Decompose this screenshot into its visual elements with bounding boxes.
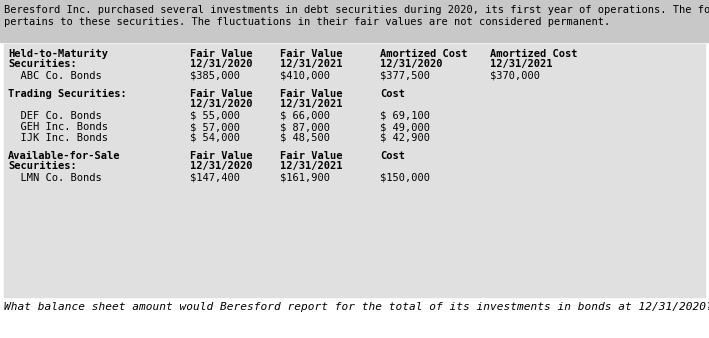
Bar <box>4 293 705 297</box>
Text: ABC Co. Bonds: ABC Co. Bonds <box>8 71 102 81</box>
Text: $ 55,000: $ 55,000 <box>190 111 240 121</box>
Text: $385,000: $385,000 <box>190 71 240 81</box>
Text: Fair Value: Fair Value <box>280 89 342 99</box>
Text: $ 48,500: $ 48,500 <box>280 133 330 143</box>
Text: Securities:: Securities: <box>8 161 77 171</box>
Text: Fair Value: Fair Value <box>190 49 252 59</box>
Text: $ 49,000: $ 49,000 <box>380 122 430 132</box>
Text: Fair Value: Fair Value <box>280 49 342 59</box>
Text: Beresford Inc. purchased several investments in debt securities during 2020, its: Beresford Inc. purchased several investm… <box>4 5 709 15</box>
Text: $ 57,000: $ 57,000 <box>190 122 240 132</box>
Text: Fair Value: Fair Value <box>190 151 252 161</box>
Text: DEF Co. Bonds: DEF Co. Bonds <box>8 111 102 121</box>
Text: LMN Co. Bonds: LMN Co. Bonds <box>8 173 102 183</box>
Text: Cost: Cost <box>380 151 405 161</box>
Text: $377,500: $377,500 <box>380 71 430 81</box>
Text: Held-to-Maturity: Held-to-Maturity <box>8 49 108 59</box>
Text: $370,000: $370,000 <box>490 71 540 81</box>
Text: $ 87,000: $ 87,000 <box>280 122 330 132</box>
Text: 12/31/2020: 12/31/2020 <box>190 161 252 171</box>
Text: Amortized Cost: Amortized Cost <box>380 49 467 59</box>
Text: $161,900: $161,900 <box>280 173 330 183</box>
Text: 12/31/2021: 12/31/2021 <box>280 161 342 171</box>
Text: 12/31/2020: 12/31/2020 <box>380 59 442 69</box>
Text: $ 66,000: $ 66,000 <box>280 111 330 121</box>
Text: 12/31/2021: 12/31/2021 <box>280 99 342 109</box>
Text: Available-for-Sale: Available-for-Sale <box>8 151 121 161</box>
Text: 12/31/2021: 12/31/2021 <box>280 59 342 69</box>
Text: Amortized Cost: Amortized Cost <box>490 49 578 59</box>
Text: $150,000: $150,000 <box>380 173 430 183</box>
Text: $ 42,900: $ 42,900 <box>380 133 430 143</box>
Text: GEH Inc. Bonds: GEH Inc. Bonds <box>8 122 108 132</box>
Text: $ 54,000: $ 54,000 <box>190 133 240 143</box>
Text: 12/31/2021: 12/31/2021 <box>490 59 552 69</box>
Text: $147,400: $147,400 <box>190 173 240 183</box>
Text: Fair Value: Fair Value <box>280 151 342 161</box>
Text: 12/31/2020: 12/31/2020 <box>190 59 252 69</box>
Bar <box>4 44 705 293</box>
Text: Fair Value: Fair Value <box>190 89 252 99</box>
Text: pertains to these securities. The fluctuations in their fair values are not cons: pertains to these securities. The fluctu… <box>4 17 610 27</box>
Text: Securities:: Securities: <box>8 59 77 69</box>
Text: 12/31/2020: 12/31/2020 <box>190 99 252 109</box>
Text: Trading Securities:: Trading Securities: <box>8 89 127 99</box>
Text: $410,000: $410,000 <box>280 71 330 81</box>
Text: $ 69,100: $ 69,100 <box>380 111 430 121</box>
Bar <box>0 0 709 42</box>
Text: IJK Inc. Bonds: IJK Inc. Bonds <box>8 133 108 143</box>
Text: What balance sheet amount would Beresford report for the total of its investment: What balance sheet amount would Beresfor… <box>4 302 709 312</box>
Text: Cost: Cost <box>380 89 405 99</box>
